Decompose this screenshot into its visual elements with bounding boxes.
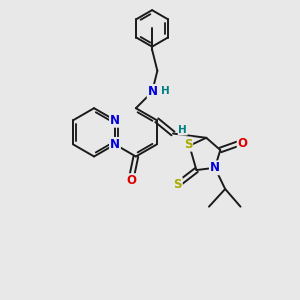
Text: H: H	[178, 125, 187, 135]
Text: N: N	[110, 114, 120, 127]
Text: H: H	[161, 86, 170, 96]
Text: N: N	[210, 161, 220, 174]
Text: N: N	[110, 138, 120, 151]
Text: O: O	[238, 137, 248, 150]
Text: S: S	[173, 178, 182, 191]
Text: S: S	[184, 138, 192, 151]
Text: N: N	[148, 85, 158, 98]
Text: O: O	[127, 174, 136, 187]
